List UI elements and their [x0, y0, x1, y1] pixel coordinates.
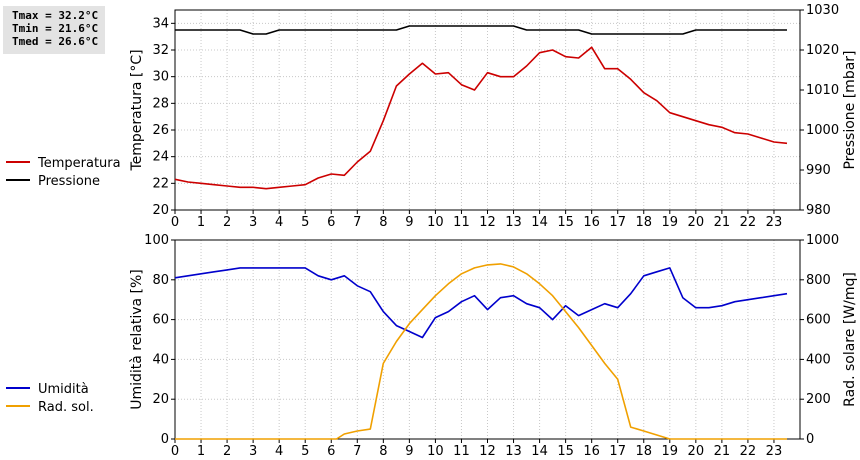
y-tick-label: 32 — [152, 43, 169, 58]
x-tick-label: 22 — [740, 215, 757, 230]
legend-label: Umidità — [38, 382, 89, 397]
x-tick-label: 5 — [301, 444, 309, 459]
tmin-label: Tmin = 21.6°C — [12, 22, 99, 35]
x-tick-label: 7 — [353, 444, 361, 459]
x-tick-label: 15 — [557, 215, 574, 230]
x-tick-label: 10 — [427, 444, 444, 459]
x-tick-label: 0 — [171, 444, 179, 459]
stats-box: Tmax = 32.2°C Tmin = 21.6°C Tmed = 26.6°… — [3, 6, 105, 54]
y-tick-label: 40 — [152, 352, 169, 367]
x-tick-label: 3 — [249, 444, 257, 459]
tmed-label: Tmed = 26.6°C — [12, 35, 99, 48]
tmax-label: Tmax = 32.2°C — [12, 9, 99, 22]
y-tick-label: 30 — [152, 70, 169, 85]
x-tick-label: 1 — [197, 215, 205, 230]
y-tick-label: 20 — [152, 392, 169, 407]
chart-1: 0 1 2 3 4 5 6 7 8 9 10 11 12 13 14 15 16 17 18 19 20 21 22 2320… — [6, 3, 858, 230]
x-tick-label: 14 — [531, 444, 548, 459]
x-tick-label: 20 — [688, 444, 705, 459]
x-tick-label: 12 — [479, 215, 496, 230]
x-tick-label: 8 — [379, 215, 387, 230]
x-tick-label: 10 — [427, 215, 444, 230]
x-tick-label: 2 — [223, 215, 231, 230]
legend-label: Pressione — [38, 174, 100, 189]
y-right-tick-label: 1020 — [806, 43, 839, 58]
x-tick-label: 14 — [531, 215, 548, 230]
x-tick-label: 13 — [505, 215, 522, 230]
x-tick-label: 17 — [609, 215, 626, 230]
x-tick-label: 15 — [557, 444, 574, 459]
chart-2: 0 1 2 3 4 5 6 7 8 9 10 11 12 13 14 15 16 17 18 19 20 21 22 2302… — [6, 233, 858, 459]
x-tick-label: 9 — [405, 215, 413, 230]
x-tick-label: 16 — [583, 215, 600, 230]
series-line-umidit- — [174, 267, 788, 339]
y-right-tick-label: 980 — [806, 203, 831, 218]
x-tick-label: 23 — [766, 215, 783, 230]
x-tick-label: 4 — [275, 444, 283, 459]
x-tick-label: 3 — [249, 215, 257, 230]
y-tick-label: 22 — [152, 176, 169, 191]
y-tick-label: 24 — [152, 150, 169, 165]
y-right-tick-label: 1030 — [806, 3, 839, 18]
x-tick-label: 1 — [197, 444, 205, 459]
x-tick-label: 19 — [662, 215, 679, 230]
x-tick-label: 19 — [662, 444, 679, 459]
x-tick-label: 4 — [275, 215, 283, 230]
x-tick-label: 11 — [453, 215, 470, 230]
x-tick-label: 13 — [505, 444, 522, 459]
y-tick-label: 100 — [144, 233, 169, 248]
x-tick-label: 7 — [353, 215, 361, 230]
y-right-tick-label: 990 — [806, 163, 831, 178]
x-tick-label: 0 — [171, 215, 179, 230]
series-line-rad-sol- — [175, 263, 787, 440]
x-tick-label: 18 — [635, 444, 652, 459]
x-tick-label: 20 — [688, 215, 705, 230]
y-tick-label: 26 — [152, 123, 169, 138]
series-line-pressione — [175, 25, 787, 35]
x-tick-label: 18 — [635, 215, 652, 230]
y-tick-label: 0 — [161, 432, 169, 447]
x-tick-label: 9 — [405, 444, 413, 459]
y-tick-label: 28 — [152, 96, 169, 111]
legend-label: Temperatura — [37, 156, 121, 171]
y-right-tick-label: 200 — [806, 392, 831, 407]
y-right-tick-label: 1000 — [806, 233, 839, 248]
y-right-tick-label: 1010 — [806, 83, 839, 98]
x-tick-label: 12 — [479, 444, 496, 459]
x-tick-label: 6 — [327, 444, 335, 459]
x-tick-label: 17 — [609, 444, 626, 459]
legend-label: Rad. sol. — [38, 400, 94, 415]
x-tick-label: 22 — [740, 444, 757, 459]
y-tick-label: 60 — [152, 313, 169, 328]
y-tick-label: 80 — [152, 273, 169, 288]
x-tick-label: 8 — [379, 444, 387, 459]
y-tick-label: 34 — [152, 16, 169, 31]
x-tick-label: 5 — [301, 215, 309, 230]
y-tick-label: 20 — [152, 203, 169, 218]
y-right-tick-label: 0 — [806, 432, 814, 447]
y-axis-label: Temperatura [°C] — [129, 49, 145, 171]
y-right-tick-label: 600 — [806, 313, 831, 328]
x-tick-label: 23 — [766, 444, 783, 459]
x-tick-label: 2 — [223, 444, 231, 459]
y-right-axis-label: Rad. solare [W/mq] — [842, 272, 858, 407]
y-right-axis-label: Pressione [mbar] — [842, 50, 858, 169]
x-tick-label: 16 — [583, 444, 600, 459]
y-axis-label: Umidità relativa [%] — [129, 269, 145, 410]
series-line-temperatura — [174, 46, 788, 190]
y-right-tick-label: 400 — [806, 352, 831, 367]
y-right-tick-label: 1000 — [806, 123, 839, 138]
x-tick-label: 21 — [714, 444, 731, 459]
x-tick-label: 11 — [453, 444, 470, 459]
y-right-tick-label: 800 — [806, 273, 831, 288]
x-tick-label: 6 — [327, 215, 335, 230]
x-tick-label: 21 — [714, 215, 731, 230]
